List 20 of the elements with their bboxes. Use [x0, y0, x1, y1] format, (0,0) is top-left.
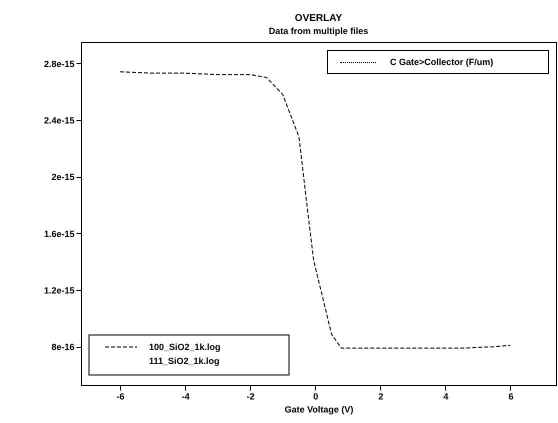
- chart-title: OVERLAY: [294, 13, 343, 24]
- x-tick-label: 2: [378, 392, 384, 402]
- y-tick-label: 2.4e-15: [44, 115, 74, 126]
- annotation: 111_SiO2_1k.log: [149, 356, 220, 366]
- chart-subtitle: Data from multiple files: [268, 26, 368, 36]
- y-tick-label: 1.6e-15: [44, 228, 74, 239]
- y-tick-label: 1.2e-15: [44, 286, 74, 296]
- x-tick-label: -6: [116, 392, 125, 402]
- x-tick-label: 4: [443, 392, 448, 402]
- x-tick-label: -2: [246, 392, 255, 402]
- x-tick-label: 6: [508, 392, 514, 402]
- x-tick-label: 0: [313, 392, 318, 402]
- y-tick-label: 8e-16: [51, 342, 74, 352]
- quantity-key: C Gate>Collector (F/um): [327, 50, 549, 74]
- y-axis-title: C Gate>Collector (F/um): [390, 57, 494, 67]
- x-axis-title: Gate Voltage (V): [284, 404, 354, 414]
- legend-label: 100_SiO2_1k.log: [149, 342, 221, 352]
- y-tick-label: 2.8e-15: [44, 58, 74, 69]
- x-tick-label: -4: [182, 392, 190, 402]
- y-tick-label: 2e-15: [51, 172, 74, 182]
